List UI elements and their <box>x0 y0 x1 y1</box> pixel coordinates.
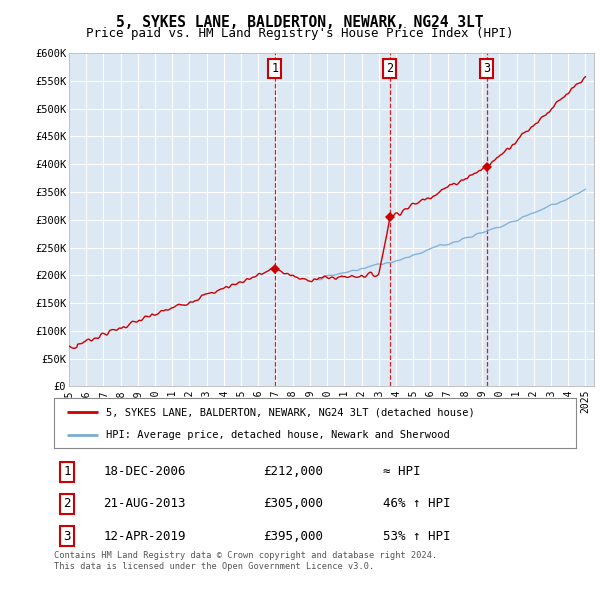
Text: £212,000: £212,000 <box>263 466 323 478</box>
Text: £395,000: £395,000 <box>263 530 323 543</box>
Text: 2: 2 <box>64 497 71 510</box>
Text: Contains HM Land Registry data © Crown copyright and database right 2024.: Contains HM Land Registry data © Crown c… <box>54 550 437 559</box>
Text: 1: 1 <box>64 466 71 478</box>
Text: ≈ HPI: ≈ HPI <box>383 466 421 478</box>
Text: 1: 1 <box>271 61 278 74</box>
Text: 5, SYKES LANE, BALDERTON, NEWARK, NG24 3LT: 5, SYKES LANE, BALDERTON, NEWARK, NG24 3… <box>116 15 484 30</box>
Text: Price paid vs. HM Land Registry's House Price Index (HPI): Price paid vs. HM Land Registry's House … <box>86 27 514 40</box>
Text: 53% ↑ HPI: 53% ↑ HPI <box>383 530 451 543</box>
Text: This data is licensed under the Open Government Licence v3.0.: This data is licensed under the Open Gov… <box>54 562 374 571</box>
Text: 5, SYKES LANE, BALDERTON, NEWARK, NG24 3LT (detached house): 5, SYKES LANE, BALDERTON, NEWARK, NG24 3… <box>106 407 475 417</box>
Text: 46% ↑ HPI: 46% ↑ HPI <box>383 497 451 510</box>
Text: 3: 3 <box>484 61 490 74</box>
Text: 21-AUG-2013: 21-AUG-2013 <box>104 497 186 510</box>
Text: 2: 2 <box>386 61 394 74</box>
Text: 12-APR-2019: 12-APR-2019 <box>104 530 186 543</box>
Text: 3: 3 <box>64 530 71 543</box>
Text: 18-DEC-2006: 18-DEC-2006 <box>104 466 186 478</box>
Text: HPI: Average price, detached house, Newark and Sherwood: HPI: Average price, detached house, Newa… <box>106 430 450 440</box>
Text: £305,000: £305,000 <box>263 497 323 510</box>
